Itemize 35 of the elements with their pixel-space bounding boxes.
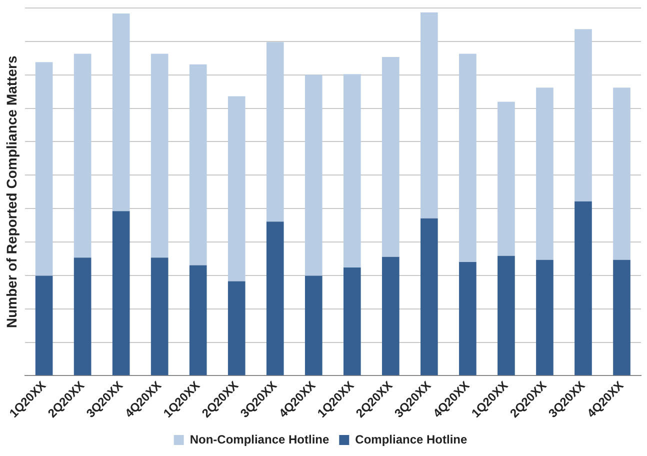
bar: [35, 276, 53, 376]
bar: [189, 265, 207, 376]
bar: [228, 281, 246, 376]
bar: [35, 62, 53, 276]
legend-label: Non-Compliance Hotline: [190, 432, 330, 446]
bar: [613, 88, 630, 260]
bar: [343, 74, 361, 268]
bar: [112, 13, 130, 212]
bar: [266, 222, 284, 376]
y-axis-title: Number of Reported Compliance Matters: [3, 56, 20, 328]
legend-label: Compliance Hotline: [355, 432, 468, 446]
bar: [536, 88, 554, 260]
bar: [382, 256, 400, 376]
bar: [304, 276, 322, 376]
bar: [382, 57, 400, 257]
bar: [574, 29, 592, 202]
bar: [536, 260, 554, 376]
bar: [613, 260, 630, 376]
bar: [189, 64, 207, 266]
bar: [74, 258, 92, 376]
bar: [574, 201, 592, 376]
bar: [150, 258, 168, 376]
bar: [150, 54, 168, 258]
bar: [266, 42, 284, 222]
bar: [459, 54, 476, 262]
bar: [74, 54, 92, 258]
bar: [343, 267, 361, 376]
bar: [112, 211, 130, 376]
bar: [420, 218, 438, 376]
bar: [228, 96, 246, 282]
bar: [498, 256, 515, 376]
bar: [459, 262, 476, 376]
bar: [498, 102, 515, 256]
bar: [304, 74, 322, 276]
bar: [420, 12, 438, 218]
